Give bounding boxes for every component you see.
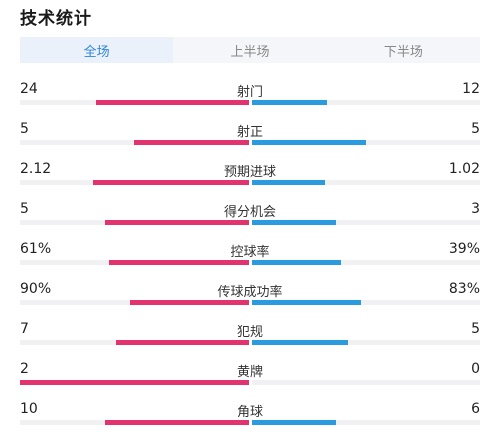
home-bar	[130, 300, 249, 305]
away-bar-track	[252, 180, 480, 185]
away-value: 5	[471, 321, 480, 337]
home-bar-track	[20, 340, 249, 345]
stat-label: 控球率	[230, 245, 270, 260]
home-bar-track	[20, 220, 249, 225]
period-tabs: 全场 上半场 下半场	[20, 37, 480, 63]
home-value: 2.12	[20, 161, 52, 177]
home-bar-track	[20, 100, 249, 105]
home-bar	[109, 260, 249, 265]
away-bar-track	[252, 140, 480, 145]
away-bar-track	[252, 380, 480, 385]
stat-label: 得分机会	[223, 205, 276, 220]
home-bar	[134, 140, 249, 145]
stat-row: 90% 传球成功率 83%	[20, 281, 480, 321]
away-value: 83%	[448, 281, 480, 297]
away-bar-track	[252, 300, 480, 305]
away-value: 5	[471, 121, 480, 137]
home-value: 5	[20, 121, 29, 137]
home-value: 90%	[20, 281, 52, 297]
away-bar-track	[252, 340, 480, 345]
away-bar	[252, 340, 348, 345]
home-bar	[20, 380, 249, 385]
home-bar	[105, 220, 249, 225]
home-value: 5	[20, 201, 29, 217]
home-bar-track	[20, 140, 249, 145]
home-bar-track	[20, 260, 249, 265]
tab-second-half[interactable]: 下半场	[383, 44, 423, 60]
home-value: 10	[20, 401, 38, 417]
home-bar-track	[20, 300, 249, 305]
home-value: 2	[20, 361, 29, 377]
stat-row: 2 黄牌 0	[20, 361, 480, 401]
home-bar-track	[20, 380, 249, 385]
page-title: 技术统计	[20, 9, 92, 29]
stat-label: 角球	[236, 405, 263, 420]
away-bar	[252, 140, 366, 145]
stat-row: 24 射门 12	[20, 81, 480, 121]
away-bar	[252, 180, 325, 185]
tab-first-half[interactable]: 上半场	[230, 44, 270, 60]
stat-row: 10 角球 6	[20, 401, 480, 441]
stat-row: 5 得分机会 3	[20, 201, 480, 241]
tab-full-match[interactable]: 全场	[20, 37, 174, 63]
away-bar	[252, 420, 336, 425]
home-value: 24	[20, 81, 38, 97]
home-value: 61%	[20, 241, 52, 257]
home-bar	[105, 420, 249, 425]
stat-row: 2.12 预期进球 1.02	[20, 161, 480, 201]
home-bar	[96, 100, 249, 105]
home-bar-track	[20, 180, 249, 185]
away-value: 3	[471, 201, 480, 217]
stat-label: 预期进球	[223, 165, 276, 180]
stat-label: 犯规	[236, 325, 263, 340]
away-bar-track	[252, 420, 480, 425]
home-bar	[116, 340, 249, 345]
away-bar-track	[252, 100, 480, 105]
stat-row: 61% 控球率 39%	[20, 241, 480, 281]
away-bar-track	[252, 220, 480, 225]
stat-row: 7 犯规 5	[20, 321, 480, 361]
away-bar	[252, 220, 336, 225]
home-bar-track	[20, 420, 249, 425]
stat-label: 传球成功率	[217, 285, 283, 300]
away-value: 12	[462, 81, 480, 97]
away-bar	[252, 300, 361, 305]
away-bar	[252, 260, 341, 265]
away-value: 6	[471, 401, 480, 417]
away-value: 1.02	[448, 161, 480, 177]
away-value: 39%	[448, 241, 480, 257]
away-value: 0	[471, 361, 480, 377]
home-value: 7	[20, 321, 29, 337]
home-bar	[93, 180, 249, 185]
stat-label: 射门	[236, 85, 263, 100]
stat-label: 黄牌	[236, 365, 263, 380]
stat-label: 射正	[236, 125, 263, 140]
away-bar	[252, 100, 327, 105]
away-bar-track	[252, 260, 480, 265]
stat-row: 5 射正 5	[20, 121, 480, 161]
